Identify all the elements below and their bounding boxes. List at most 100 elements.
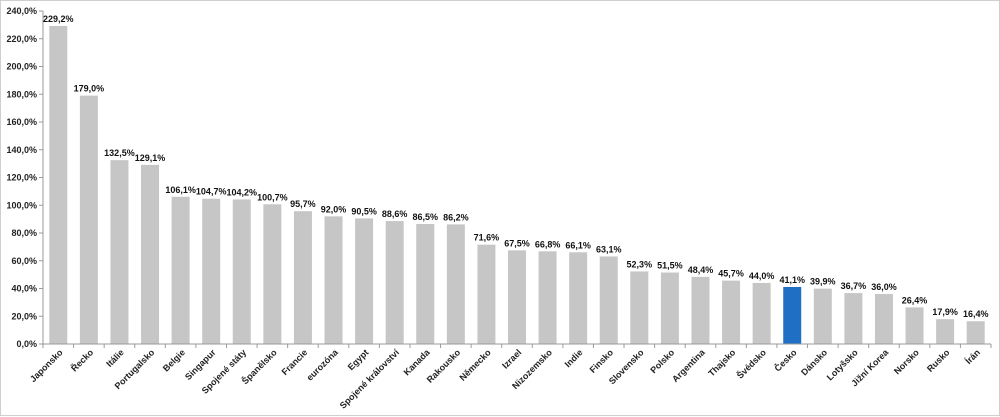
y-tick-label: 160,0%	[6, 117, 37, 127]
x-tick-label: Itálie	[104, 347, 126, 369]
bar-highlighted	[783, 286, 802, 344]
bar	[630, 271, 649, 344]
x-tick-label: Řecko	[68, 346, 95, 373]
bar	[599, 256, 618, 344]
x-tick-label: Írán	[963, 347, 982, 366]
data-label: 36,7%	[841, 281, 867, 291]
x-tick-label: Izrael	[500, 347, 523, 370]
y-tick-label: 20,0%	[11, 311, 37, 321]
data-label: 67,5%	[504, 238, 530, 248]
y-tick-label: 0,0%	[16, 339, 37, 349]
bar	[202, 198, 221, 344]
data-label: 26,4%	[902, 295, 928, 305]
bar	[171, 196, 190, 344]
x-tick-label: Finsko	[588, 347, 616, 375]
y-tick-label: 80,0%	[11, 228, 37, 238]
x-tick-label: Thajsko	[706, 347, 737, 378]
bar	[752, 282, 771, 344]
data-label: 179,0%	[74, 84, 105, 94]
x-tick-label: Německo	[457, 347, 493, 383]
y-tick-label: 240,0%	[6, 6, 37, 16]
bar	[874, 294, 893, 344]
bar	[660, 272, 679, 344]
bar	[385, 221, 404, 344]
data-label: 66,1%	[565, 240, 591, 250]
x-tick-label: Spojené království	[338, 347, 402, 411]
x-tick-label: Dánsko	[799, 347, 829, 377]
x-tick-label: Indie	[563, 347, 585, 369]
bar	[477, 244, 496, 344]
x-tick-label: Polsko	[648, 347, 676, 375]
x-tick-label: Kanada	[402, 347, 433, 378]
data-label: 86,2%	[443, 212, 469, 222]
data-label: 39,9%	[810, 277, 836, 287]
data-label: 88,6%	[382, 209, 408, 219]
data-label: 129,1%	[135, 153, 166, 163]
data-label: 104,7%	[196, 187, 227, 197]
data-label: 63,1%	[596, 244, 622, 254]
x-tick-label: Norsko	[892, 347, 921, 376]
x-tick-label: Francie	[280, 347, 310, 377]
bar	[79, 95, 98, 344]
x-tick-label: Česko	[772, 346, 799, 373]
data-label: 66,8%	[535, 239, 561, 249]
y-tick-label: 100,0%	[6, 200, 37, 210]
bar	[293, 211, 312, 344]
bar	[416, 223, 435, 344]
bar	[508, 250, 526, 344]
data-label: 17,9%	[932, 307, 958, 317]
bar	[49, 25, 68, 345]
bar	[232, 199, 251, 344]
x-tick-label: Rusko	[925, 347, 952, 374]
y-tick-label: 180,0%	[6, 89, 37, 99]
data-label: 106,1%	[165, 185, 196, 195]
data-label: 71,6%	[474, 233, 500, 243]
bar	[966, 321, 985, 344]
bar	[905, 307, 924, 344]
data-label: 100,7%	[257, 192, 288, 202]
bar	[263, 204, 282, 344]
data-label: 86,5%	[412, 212, 438, 222]
x-tick-label: eurozóna	[305, 347, 341, 383]
y-tick-label: 60,0%	[11, 256, 37, 266]
data-label: 90,5%	[351, 206, 377, 216]
bar	[446, 224, 465, 344]
bar	[569, 252, 588, 344]
bar	[691, 276, 710, 344]
bar	[936, 319, 955, 344]
data-label: 16,4%	[963, 309, 989, 319]
data-label: 229,2%	[43, 14, 74, 24]
x-tick-label: Švédsko	[734, 346, 768, 380]
x-tick-label: Rakousko	[425, 347, 463, 385]
y-tick-label: 120,0%	[6, 173, 37, 183]
data-label: 52,3%	[627, 259, 653, 269]
data-label: 36,0%	[871, 282, 897, 292]
y-axis: 0,0% 20,0% 40,0% 60,0% 80,0% 100,0% 120,0% 140,…	[6, 6, 44, 349]
data-label: 132,5%	[104, 148, 135, 158]
bar	[813, 288, 832, 344]
x-tick-label: Japonsko	[28, 347, 65, 384]
bar	[324, 216, 343, 344]
bar	[844, 293, 863, 344]
bar	[110, 160, 129, 344]
bars: 229,2% 179,0% 132,5% 129,1% 106,1% 104,7% 104,…	[43, 14, 989, 345]
data-label: 41,1%	[779, 275, 805, 285]
x-tick-label: Belgie	[161, 347, 187, 373]
data-label: 45,7%	[718, 269, 744, 279]
y-tick-label: 200,0%	[6, 62, 37, 72]
x-tick-label: Egypt	[346, 347, 371, 372]
x-tick-label: Argentina	[670, 347, 707, 384]
y-tick-label: 40,0%	[11, 284, 37, 294]
data-label: 44,0%	[749, 271, 775, 281]
data-label: 95,7%	[290, 199, 316, 209]
bar	[141, 164, 160, 344]
data-label: 104,2%	[227, 187, 258, 197]
data-label: 92,0%	[321, 204, 347, 214]
bar	[722, 280, 741, 344]
bar	[538, 251, 557, 344]
data-label: 48,4%	[688, 265, 714, 275]
data-label: 51,5%	[657, 261, 683, 271]
